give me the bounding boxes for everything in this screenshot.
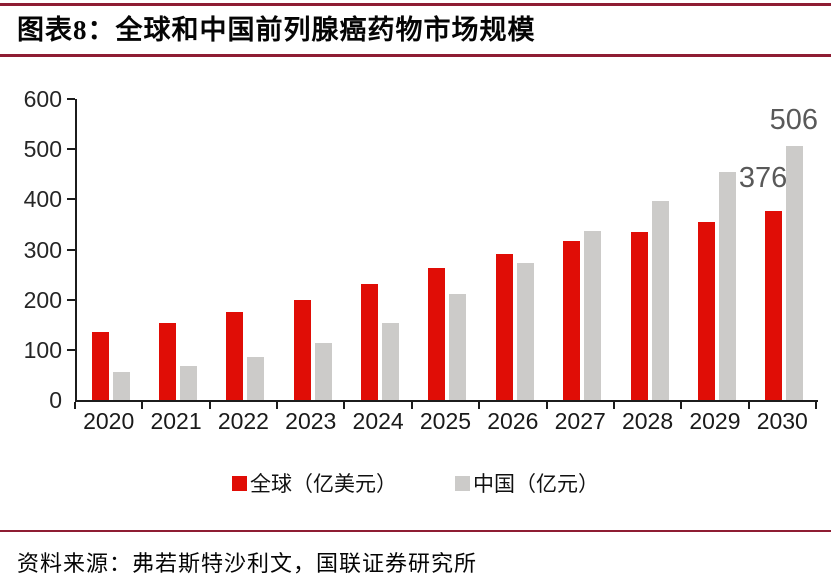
bar-group-2023 (279, 99, 346, 400)
bar-group-2030: 376 506 (739, 99, 818, 400)
y-tick-label: 0 (49, 387, 62, 413)
bar-data-label: 376 (738, 162, 788, 194)
bar-group-2024 (346, 99, 413, 400)
plot-area: 376 506 (75, 99, 818, 402)
x-axis-tick-labels: 2020 2021 2022 2023 2024 2025 2026 2027 2028 2029… (75, 408, 816, 435)
y-tick-label: 200 (23, 286, 62, 313)
y-tick-mark (67, 348, 75, 351)
bar-china-2021 (180, 366, 198, 400)
bar-china-2029 (718, 172, 736, 400)
x-tick-label-2029: 2029 (689, 408, 741, 434)
y-tick-label: 300 (23, 236, 62, 263)
bar-group-2020 (77, 99, 144, 400)
bar-china-2028 (651, 201, 669, 400)
bar-china-2026 (516, 263, 534, 400)
x-tick-label-2025: 2025 (419, 408, 472, 434)
bar-global-2026 (495, 254, 513, 400)
legend-item-global: 全球（亿美元） (232, 468, 397, 498)
y-tick-mark (67, 298, 75, 301)
x-tick-mark (343, 402, 346, 409)
x-tick-label-2026: 2026 (487, 408, 539, 434)
y-tick-label: 600 (23, 86, 62, 112)
x-tick-mark (680, 402, 683, 409)
bar-group-2028 (616, 99, 683, 400)
bar-group-2025 (414, 99, 481, 400)
x-tick-mark (208, 402, 211, 409)
x-tick-mark (815, 402, 817, 409)
title-divider-rule (0, 54, 831, 57)
bar-group-2027 (549, 99, 616, 400)
bar-global-2022 (226, 312, 244, 400)
y-tick-label: 100 (23, 336, 62, 363)
bar-china-2030: 506 (770, 104, 818, 400)
x-tick-mark (74, 402, 76, 409)
bar-china-2024 (382, 323, 400, 400)
bar-global-2020 (91, 332, 109, 400)
figure-title: 图表8：全球和中国前列腺癌药物市场规模 (17, 15, 536, 45)
bar-china-2020 (112, 372, 130, 400)
bar-china-2023 (314, 343, 332, 400)
bar-global-2030: 376 (739, 162, 787, 400)
x-tick-mark (545, 402, 548, 409)
bar-chart: 376 506 2020 2021 2022 2023 2024 2025 2026 2027 2… (0, 70, 831, 460)
chart-legend: 全球（亿美元） 中国（亿元） (0, 468, 831, 498)
x-tick-label-2024: 2024 (352, 408, 404, 434)
x-tick-mark (141, 402, 144, 409)
y-tick-label: 500 (23, 136, 62, 163)
x-tick-label-2020: 2020 (83, 408, 135, 434)
source-note: 资料来源：弗若斯特沙利文，国联证券研究所 (17, 551, 478, 576)
y-tick-mark (67, 248, 75, 251)
x-tick-label-2023: 2023 (285, 408, 337, 434)
x-tick-mark (612, 402, 615, 409)
legend-swatch-icon (455, 475, 470, 491)
y-tick-label: 400 (23, 186, 62, 213)
bar-group-2021 (144, 99, 211, 400)
x-tick-mark (478, 402, 481, 409)
bar-china-2022 (247, 357, 265, 400)
bar-global-2028 (630, 232, 648, 400)
bar-global-2025 (428, 268, 446, 400)
y-tick-mark (67, 148, 75, 151)
x-tick-label-2028: 2028 (621, 408, 674, 434)
x-tick-mark (410, 402, 413, 409)
x-tick-mark (747, 402, 750, 409)
bar-data-label: 506 (769, 104, 818, 136)
x-tick-label-2027: 2027 (554, 408, 606, 434)
top-accent-rule (0, 3, 831, 6)
bar-group-2026 (481, 99, 548, 400)
bar-china-2027 (584, 231, 602, 400)
bar-global-2027 (563, 241, 581, 400)
bar-group-2029 (683, 99, 750, 400)
y-tick-mark (67, 98, 75, 100)
footer-divider-rule (0, 530, 831, 532)
bar-global-2029 (697, 222, 715, 400)
x-tick-label-2021: 2021 (150, 408, 202, 434)
y-tick-mark (67, 198, 75, 201)
bar-china-2025 (449, 294, 467, 400)
bar-global-2021 (159, 323, 177, 400)
bar-group-2022 (212, 99, 279, 400)
x-tick-label-2022: 2022 (217, 408, 269, 434)
legend-label: 全球（亿美元） (250, 473, 397, 496)
legend-item-china: 中国（亿元） (455, 468, 599, 498)
x-tick-label-2030: 2030 (756, 408, 808, 434)
legend-swatch-icon (232, 475, 247, 491)
x-tick-mark (276, 402, 279, 409)
bar-global-2024 (361, 284, 379, 400)
legend-label: 中国（亿元） (473, 473, 599, 496)
bar-global-2023 (293, 300, 311, 400)
